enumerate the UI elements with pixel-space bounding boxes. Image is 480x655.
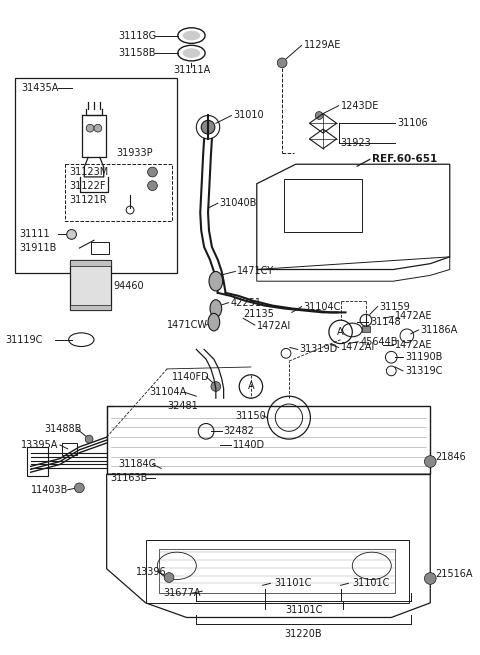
Circle shape — [201, 121, 215, 134]
Bar — [65, 164, 172, 221]
Circle shape — [164, 572, 174, 582]
Text: 31677A: 31677A — [163, 588, 201, 598]
Circle shape — [277, 58, 287, 67]
Text: 31101C: 31101C — [274, 578, 312, 588]
Text: 13395A: 13395A — [21, 440, 58, 450]
Text: 31101C: 31101C — [285, 605, 322, 614]
Text: 32481: 32481 — [167, 401, 198, 411]
Text: 45644B: 45644B — [360, 337, 397, 346]
Text: 31040B: 31040B — [220, 198, 257, 208]
Text: 31101C: 31101C — [352, 578, 390, 588]
Bar — [284, 179, 362, 233]
Text: 31319D: 31319D — [300, 345, 338, 354]
Text: A: A — [248, 381, 254, 392]
Text: 31220B: 31220B — [285, 629, 323, 639]
Bar — [70, 260, 110, 310]
Text: 31104C: 31104C — [303, 301, 341, 312]
Text: A: A — [337, 327, 344, 337]
Text: 31106: 31106 — [397, 119, 428, 128]
Circle shape — [74, 483, 84, 493]
Ellipse shape — [183, 48, 200, 58]
Circle shape — [147, 167, 157, 177]
Text: 31435A: 31435A — [21, 83, 58, 93]
Bar — [70, 260, 110, 266]
Bar — [70, 260, 110, 310]
Text: 21135: 21135 — [243, 309, 274, 320]
Text: 1472AI: 1472AI — [341, 343, 375, 352]
Text: 42251: 42251 — [230, 297, 262, 308]
Bar — [70, 305, 110, 310]
Text: 31158B: 31158B — [119, 48, 156, 58]
Text: 31190B: 31190B — [405, 352, 442, 362]
Bar — [107, 406, 430, 474]
Text: 31933P: 31933P — [117, 147, 153, 158]
Text: REF.60-651: REF.60-651 — [372, 155, 437, 164]
Text: 31923: 31923 — [341, 138, 372, 148]
Text: 31104A: 31104A — [150, 387, 187, 398]
Bar — [62, 443, 77, 455]
Circle shape — [147, 181, 157, 191]
Circle shape — [86, 124, 94, 132]
Text: 31121R: 31121R — [70, 195, 107, 205]
Bar — [15, 79, 177, 273]
Text: 31186A: 31186A — [420, 325, 458, 335]
Circle shape — [85, 435, 93, 443]
Text: 31159: 31159 — [380, 301, 410, 312]
Text: 31111: 31111 — [19, 229, 49, 240]
Text: 31010: 31010 — [233, 111, 264, 121]
Text: 1472AI: 1472AI — [257, 321, 291, 331]
Ellipse shape — [183, 31, 200, 41]
Text: 31150: 31150 — [235, 411, 266, 421]
Text: 1129AE: 1129AE — [303, 41, 341, 50]
Ellipse shape — [210, 300, 222, 317]
Text: 31148: 31148 — [370, 317, 400, 327]
Text: 31319C: 31319C — [405, 366, 442, 376]
Bar — [362, 326, 370, 332]
Ellipse shape — [208, 313, 220, 331]
Text: 31488B: 31488B — [44, 424, 82, 434]
Text: 31123M: 31123M — [70, 167, 109, 177]
Circle shape — [424, 572, 436, 584]
Circle shape — [424, 456, 436, 468]
Text: 1243DE: 1243DE — [341, 101, 379, 111]
Ellipse shape — [209, 271, 223, 291]
Text: 31119C: 31119C — [5, 335, 43, 345]
Text: 1471CW: 1471CW — [167, 320, 208, 330]
Text: 31111A: 31111A — [173, 65, 210, 75]
Circle shape — [94, 124, 102, 132]
Text: 31184G: 31184G — [119, 459, 156, 470]
Text: 1472AE: 1472AE — [395, 311, 432, 322]
Text: 21516A: 21516A — [435, 569, 473, 578]
Circle shape — [315, 111, 323, 119]
Bar — [91, 242, 108, 254]
Text: 31118G: 31118G — [119, 31, 156, 41]
Text: 1140FD: 1140FD — [172, 372, 210, 382]
Text: 32482: 32482 — [224, 426, 254, 436]
Bar — [145, 540, 409, 603]
Text: 94460: 94460 — [113, 281, 144, 291]
Text: 13396: 13396 — [136, 567, 167, 576]
Bar — [159, 550, 395, 593]
Text: 1472AE: 1472AE — [395, 339, 432, 350]
Text: 31163B: 31163B — [110, 473, 148, 483]
Text: 1140D: 1140D — [233, 440, 265, 450]
Text: 31122F: 31122F — [70, 181, 106, 191]
Text: 21846: 21846 — [435, 452, 466, 462]
Circle shape — [67, 229, 76, 239]
Text: 1471CY: 1471CY — [237, 267, 275, 276]
Text: 11403B: 11403B — [31, 485, 68, 495]
Circle shape — [211, 382, 221, 391]
Text: 31911B: 31911B — [19, 243, 56, 253]
Bar — [27, 447, 48, 476]
